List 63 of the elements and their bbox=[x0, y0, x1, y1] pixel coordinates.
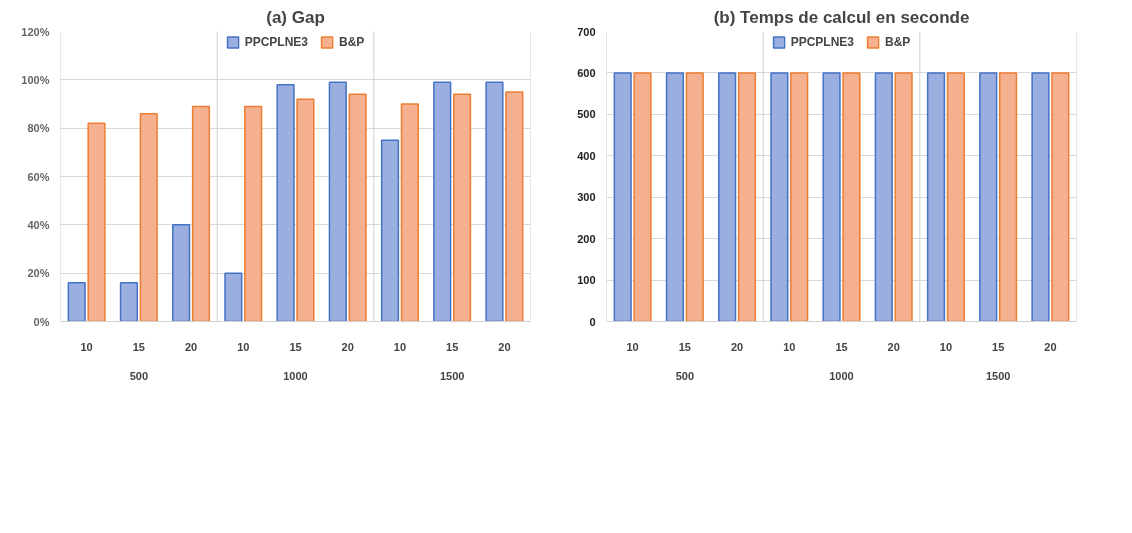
bar bbox=[400, 103, 419, 322]
y-tick-label: 60% bbox=[27, 170, 50, 183]
y-tick-label: 0 bbox=[589, 315, 596, 328]
legend-label: B&P bbox=[339, 35, 365, 49]
x-tick-label: 15 bbox=[132, 340, 145, 353]
x-tick-label: 10 bbox=[393, 340, 407, 353]
text: 500 bbox=[675, 369, 695, 382]
y-tick-label: 600 bbox=[577, 66, 596, 79]
bar bbox=[328, 81, 347, 322]
bar bbox=[67, 282, 86, 322]
bar bbox=[433, 81, 452, 322]
text: 1000 bbox=[829, 369, 854, 382]
x-tick-label: 10 bbox=[237, 340, 250, 353]
x-tick-label: 20 bbox=[730, 340, 744, 353]
bar bbox=[452, 93, 472, 322]
bar bbox=[119, 282, 139, 322]
x-tick-label: 15 bbox=[446, 340, 459, 353]
y-tick-label: 20% bbox=[27, 267, 50, 280]
x-tick-label: 20 bbox=[184, 340, 198, 353]
y-tick-label: 400 bbox=[577, 149, 596, 162]
y-tick-label: 500 bbox=[577, 108, 596, 121]
x-tick-label: 20 bbox=[498, 340, 511, 353]
bar bbox=[87, 122, 106, 322]
y-tick-label: 120% bbox=[21, 25, 50, 38]
x-tick-label: 20 bbox=[887, 340, 900, 353]
y-tick-label: 700 bbox=[577, 25, 596, 38]
x-tick-label: 20 bbox=[1044, 340, 1057, 353]
y-tick-label: 100 bbox=[577, 274, 596, 287]
legend-label: B&P bbox=[885, 35, 911, 49]
text: 1500 bbox=[985, 369, 1011, 382]
x-tick-label: 10 bbox=[939, 340, 953, 353]
bar bbox=[244, 105, 263, 322]
x-tick-label: 15 bbox=[678, 340, 691, 353]
bar bbox=[296, 98, 315, 322]
text: 1000 bbox=[283, 369, 308, 382]
bar bbox=[485, 81, 504, 322]
y-tick-label: 0% bbox=[33, 315, 50, 328]
y-tick-label: 300 bbox=[577, 191, 596, 204]
x-tick-label: 10 bbox=[783, 340, 796, 353]
bar bbox=[505, 91, 524, 322]
text: 1500 bbox=[439, 369, 465, 382]
chart-title: (b) Temps de calcul en seconde bbox=[713, 7, 970, 27]
bar bbox=[380, 139, 400, 322]
x-tick-label: 20 bbox=[341, 340, 354, 353]
bar bbox=[276, 83, 295, 322]
x-tick-label: 10 bbox=[80, 340, 93, 353]
x-tick-label: 15 bbox=[289, 340, 302, 353]
x-tick-label: 15 bbox=[992, 340, 1005, 353]
y-tick-label: 100% bbox=[21, 73, 50, 86]
y-tick-label: 200 bbox=[577, 232, 596, 245]
bar bbox=[224, 272, 243, 322]
y-tick-label: 80% bbox=[27, 122, 50, 135]
y-tick-label: 40% bbox=[27, 218, 50, 231]
bar bbox=[348, 93, 367, 322]
text: 500 bbox=[129, 369, 149, 382]
legend-label: PPCPLNE3 bbox=[790, 35, 855, 49]
bar bbox=[139, 112, 158, 322]
bar bbox=[172, 224, 191, 322]
x-tick-label: 15 bbox=[835, 340, 848, 353]
bar bbox=[191, 105, 211, 322]
x-tick-label: 10 bbox=[626, 340, 639, 353]
legend-label: PPCPLNE3 bbox=[244, 35, 309, 49]
chart-title: (a) Gap bbox=[266, 7, 325, 27]
